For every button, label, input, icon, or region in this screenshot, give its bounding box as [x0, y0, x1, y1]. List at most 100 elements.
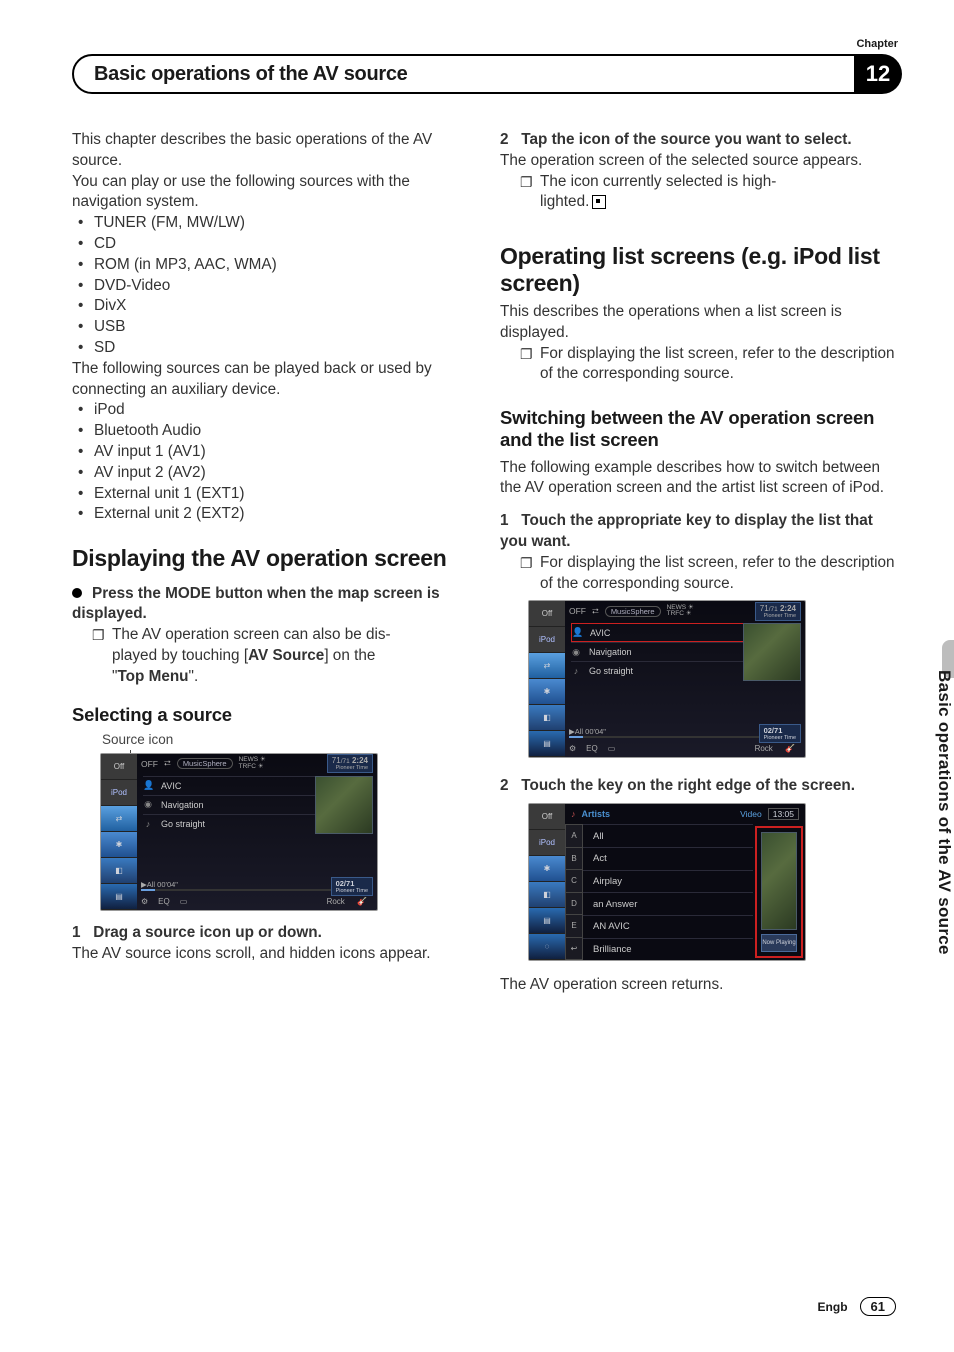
display-icon: ▭: [180, 897, 188, 906]
index-letter: E: [565, 915, 583, 938]
source-off-icon: Off: [529, 804, 565, 830]
clock-label: 13:05: [768, 808, 799, 820]
source-icon: ◧: [529, 705, 565, 731]
list-item: DVD-Video: [92, 276, 474, 297]
intro-p2: You can play or use the following source…: [72, 172, 474, 214]
now-playing-button: Now Playing: [761, 934, 797, 952]
source-list-aux: iPod Bluetooth Audio AV input 1 (AV1) AV…: [72, 400, 474, 525]
source-bluetooth-icon: ✱: [101, 832, 137, 858]
list-item: AV input 2 (AV2): [92, 463, 474, 484]
alphabet-index: A B C D E ↩: [565, 824, 583, 960]
track-title: Go straight: [161, 819, 205, 829]
chapter-label: Chapter: [856, 38, 898, 50]
album-art-thumbnail: [761, 832, 797, 930]
step-2-desc: The operation screen of the selected sou…: [500, 151, 902, 172]
list-item: Airplay: [583, 870, 753, 893]
heading-displaying-av: Displaying the AV operation screen: [72, 545, 474, 571]
note-icon: ♪: [143, 819, 153, 829]
stop-icon: [592, 195, 606, 209]
shuffle-icon: ⮂: [164, 758, 171, 769]
note-list: The AV operation screen can also be dis-…: [72, 625, 474, 687]
genre-label: Rock 🎸: [327, 897, 367, 906]
list-item: External unit 2 (EXT2): [92, 504, 474, 525]
list-item: All: [583, 824, 753, 847]
musicsphere-chip: MusicSphere: [177, 758, 233, 769]
source-bluetooth-icon: ✱: [529, 856, 565, 882]
step-press-mode: Press the MODE button when the map scree…: [72, 584, 474, 626]
news-trfc-label: NEWS ☀TRFC ☀: [239, 757, 266, 770]
chapter-number-badge: 12: [854, 54, 902, 94]
page-title: Basic operations of the AV source: [94, 63, 408, 86]
list-item: AN AVIC: [583, 915, 753, 938]
bullet-dot-icon: [72, 588, 82, 598]
list-item: Bluetooth Audio: [92, 421, 474, 442]
screenshot-av-operation: Off iPod ⇄ ✱ ◧ ▤ OFF ⮂ MusicSphere NEWS …: [100, 753, 378, 911]
index-letter: A: [565, 824, 583, 848]
list-item: Brilliance: [583, 938, 753, 961]
heading-switching: Switching between the AV operation scree…: [500, 407, 902, 451]
column-right: 2 Tap the icon of the source you want to…: [500, 130, 902, 996]
list-item: DivX: [92, 296, 474, 317]
source-icon: ⇄: [101, 806, 137, 832]
source-icon: ▤: [101, 884, 137, 910]
heading-selecting-source: Selecting a source: [72, 704, 474, 726]
shuffle-icon: ⮂: [592, 606, 599, 617]
gear-icon: ⚙: [141, 897, 148, 906]
list-item: AV input 1 (AV1): [92, 442, 474, 463]
elapsed-time: ▶All 00'04": [141, 880, 178, 889]
list-item: TUNER (FM, MW/LW): [92, 213, 474, 234]
source-ipod-icon: iPod: [529, 830, 565, 856]
source-icon: ◧: [529, 882, 565, 908]
source-icon: ⇄: [529, 653, 565, 679]
note-icon: ♪: [571, 809, 576, 819]
source-off-icon: Off: [101, 754, 137, 780]
source-list-builtin: TUNER (FM, MW/LW) CD ROM (in MP3, AAC, W…: [72, 213, 474, 359]
track-counter-box: 02/71Pioneer Time: [331, 877, 373, 896]
source-sidebar: Off iPod ⇄ ✱ ◧ ▤: [101, 754, 137, 910]
column-left: This chapter describes the basic operati…: [72, 130, 474, 996]
track-artist: AVIC: [161, 781, 181, 791]
index-letter: D: [565, 893, 583, 916]
step-1-desc: The AV source icons scroll, and hidden i…: [72, 944, 474, 965]
step-1-drag: 1 Drag a source icon up or down.: [72, 923, 474, 944]
page-footer: Engb 61: [818, 1297, 896, 1316]
note-list: For displaying the list screen, refer to…: [500, 344, 902, 386]
video-link: Video: [740, 809, 762, 819]
source-bluetooth-icon: ✱: [529, 679, 565, 705]
track-album: Navigation: [161, 800, 204, 810]
note-list: The icon currently selected is high-ligh…: [500, 172, 902, 214]
list-item: iPod: [92, 400, 474, 421]
index-letter: B: [565, 848, 583, 871]
list-header: Artists: [582, 809, 735, 819]
source-icon: ◌: [529, 934, 565, 960]
source-icon: ▤: [529, 731, 565, 757]
disc-icon: ◉: [143, 799, 153, 810]
list-item: The AV operation screen can also be dis-…: [110, 625, 474, 687]
switching-desc: The following example describes how to s…: [500, 458, 902, 500]
caption-source-icon: Source icon: [102, 732, 474, 747]
language-label: Engb: [818, 1300, 848, 1314]
title-bar: Basic operations of the AV source 12: [72, 54, 902, 94]
list-item: The icon currently selected is high-ligh…: [538, 172, 902, 214]
list-item: External unit 1 (EXT1): [92, 484, 474, 505]
note-list: For displaying the list screen, refer to…: [500, 553, 902, 595]
screenshot-av-operation-highlighted: Off iPod ⇄ ✱ ◧ ▤ OFF ⮂ MusicSphere NEWS …: [528, 600, 806, 758]
intro-p1: This chapter describes the basic operati…: [72, 130, 474, 172]
heading-operating-list: Operating list screens (e.g. iPod list s…: [500, 243, 902, 296]
source-icon: ▤: [529, 908, 565, 934]
time-box: 71/71 2:24Pioneer Time: [327, 754, 373, 773]
back-icon: ↩: [565, 938, 583, 961]
list-item: USB: [92, 317, 474, 338]
list-item: SD: [92, 338, 474, 359]
list-item: ROM (in MP3, AAC, WMA): [92, 255, 474, 276]
source-ipod-icon: iPod: [529, 627, 565, 653]
source-ipod-icon: iPod: [101, 780, 137, 806]
source-off-icon: Off: [529, 601, 565, 627]
list-item: For displaying the list screen, refer to…: [538, 344, 902, 386]
source-icon: ◧: [101, 858, 137, 884]
side-tab-label: Basic operations of the AV source: [934, 670, 954, 955]
off-label: OFF: [141, 759, 158, 769]
artist-list: All Act Airplay an Answer AN AVIC Brilli…: [583, 824, 753, 960]
intro-p3: The following sources can be played back…: [72, 359, 474, 401]
right-edge-key: Now Playing: [755, 826, 803, 958]
